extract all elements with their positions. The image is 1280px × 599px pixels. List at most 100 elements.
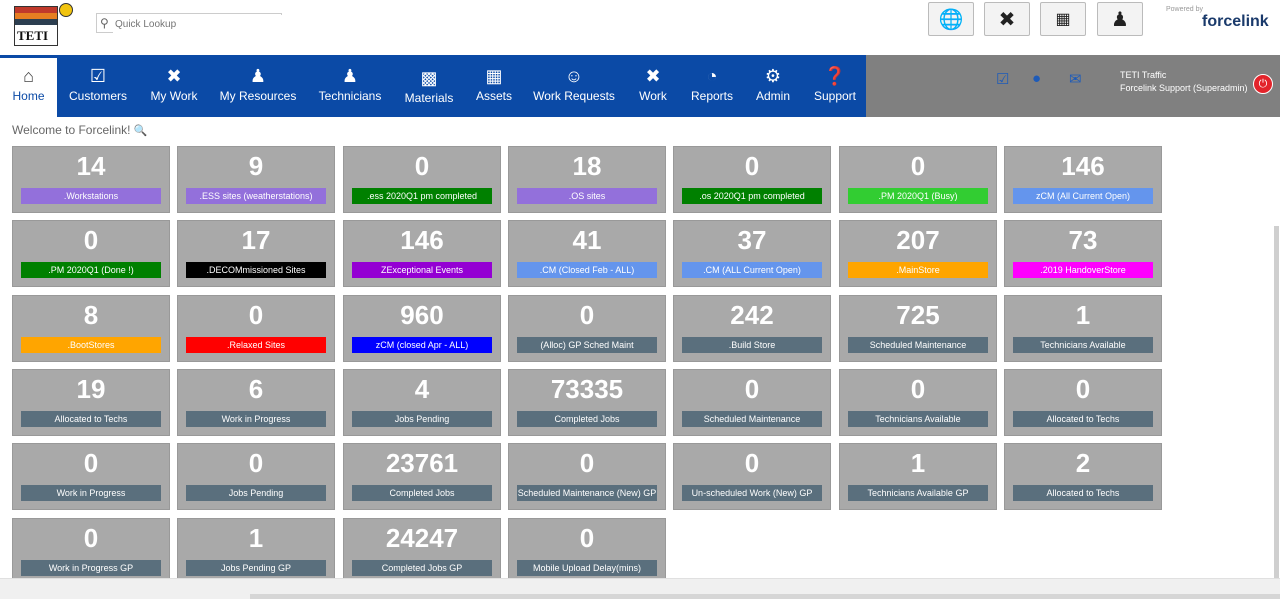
welcome-message: Welcome to Forcelink! (12, 123, 131, 137)
tile-label: Scheduled Maintenance (848, 337, 988, 353)
welcome-text: Welcome to Forcelink! 🔍 (12, 123, 148, 137)
nav-support[interactable]: ❓ Support (808, 55, 862, 117)
nav-materials[interactable]: ▩ Materials (398, 55, 460, 117)
worker-button[interactable]: ♟ (1097, 2, 1143, 36)
tile-value: 6 (248, 374, 264, 404)
dashboard-tile[interactable]: 1 Jobs Pending GP (177, 518, 335, 585)
dashboard-tile[interactable]: 18 .OS sites (508, 146, 666, 213)
dashboard-tile[interactable]: 1 Technicians Available GP (839, 443, 997, 510)
tools-icon: ✖ (166, 66, 182, 86)
dashboard-tile[interactable]: 24247 Completed Jobs GP (343, 518, 501, 585)
vertical-scrollbar[interactable] (1273, 146, 1280, 578)
dashboard-tile[interactable]: 0 .Relaxed Sites (177, 295, 335, 362)
dashboard-tile[interactable]: 207 .MainStore (839, 220, 997, 287)
dashboard-tile[interactable]: 0 Work in Progress (12, 443, 170, 510)
tile-value: 37 (737, 225, 767, 255)
dashboard-tile[interactable]: 242 .Build Store (673, 295, 831, 362)
forcelink-logo: forcelink (1202, 13, 1269, 30)
dashboard-tile[interactable]: 0 Allocated to Techs (1004, 369, 1162, 436)
tile-value: 0 (83, 225, 99, 255)
chat-icon[interactable]: ● (1032, 70, 1042, 87)
dashboard-tile[interactable]: 0 .PM 2020Q1 (Busy) (839, 146, 997, 213)
tile-value: 725 (896, 300, 940, 330)
nav-home-label: Home (12, 89, 45, 103)
nav-work-label: Work (639, 89, 667, 103)
dashboard-tile[interactable]: 0 .ess 2020Q1 pm completed (343, 146, 501, 213)
dashboard-tile[interactable]: 0 Un-scheduled Work (New) GP (673, 443, 831, 510)
dashboard-tile[interactable]: 0 Work in Progress GP (12, 518, 170, 585)
dashboard-tile[interactable]: 0 .os 2020Q1 pm completed (673, 146, 831, 213)
question-icon: ❓ (823, 66, 847, 86)
dashboard-tile[interactable]: 41 .CM (Closed Feb - ALL) (508, 220, 666, 287)
tile-label: Completed Jobs (352, 485, 492, 501)
user-name: Forcelink Support (Superadmin) (1120, 83, 1248, 93)
nav-admin[interactable]: ⚙ Admin (750, 55, 796, 117)
dashboard-tile[interactable]: 19 Allocated to Techs (12, 369, 170, 436)
nav-home[interactable]: ⌂ Home (0, 55, 57, 117)
scrollbar-thumb[interactable] (1274, 226, 1279, 578)
nav-work[interactable]: ✖ Work (630, 55, 676, 117)
dashboard-tile[interactable]: 73335 Completed Jobs (508, 369, 666, 436)
dashboard-tile[interactable]: 0 Technicians Available (839, 369, 997, 436)
dashboard-tile[interactable]: 17 .DECOMmissioned Sites (177, 220, 335, 287)
dashboard-tile[interactable]: 9 .ESS sites (weatherstations) (177, 146, 335, 213)
tile-value: 14 (76, 151, 106, 181)
dashboard-tile[interactable]: 0 Scheduled Maintenance (673, 369, 831, 436)
nav-work-requests[interactable]: ☺ Work Requests (528, 55, 620, 117)
nav-work-requests-label: Work Requests (533, 89, 615, 103)
dashboard-tile[interactable]: 2 Allocated to Techs (1004, 443, 1162, 510)
top-bar: TETI ⚲ 🌐 ✖ ▦ ♟ Powered by forcelink (0, 0, 1280, 55)
nav-my-resources[interactable]: ♟ My Resources (215, 55, 301, 117)
tile-value: 8 (83, 300, 99, 330)
nav-technicians[interactable]: ♟ Technicians (312, 55, 388, 117)
quick-lookup-input[interactable] (113, 15, 282, 33)
tile-value: 0 (744, 448, 760, 478)
tools-button[interactable]: ✖ (984, 2, 1030, 36)
logout-power-icon[interactable]: ⏻ (1253, 74, 1273, 94)
tile-label: .CM (ALL Current Open) (682, 262, 822, 278)
dashboard-tile[interactable]: 0 .PM 2020Q1 (Done !) (12, 220, 170, 287)
gear-icon: ⚙ (764, 66, 782, 86)
mail-icon[interactable]: ✉ (1069, 71, 1082, 88)
dashboard-tile[interactable]: 0 (Alloc) GP Sched Maint (508, 295, 666, 362)
tile-value: 0 (910, 374, 926, 404)
user-org: TETI Traffic (1120, 70, 1167, 80)
tile-label: .ess 2020Q1 pm completed (352, 188, 492, 204)
dashboard-tile[interactable]: 146 ZExceptional Events (343, 220, 501, 287)
dashboard-tile[interactable]: 14 .Workstations (12, 146, 170, 213)
dashboard-tile[interactable]: 0 Mobile Upload Delay(mins) (508, 518, 666, 585)
dashboard-tile[interactable]: 6 Work in Progress (177, 369, 335, 436)
nav-my-work[interactable]: ✖ My Work (145, 55, 203, 117)
nav-reports[interactable]: ◔ Reports (684, 55, 740, 117)
dashboard-tile[interactable]: 960 zCM (closed Apr - ALL) (343, 295, 501, 362)
horizontal-scrollbar-thumb[interactable] (250, 594, 1280, 599)
horizontal-scrollbar[interactable] (0, 578, 1280, 599)
tile-value: 0 (83, 448, 99, 478)
dashboard-tile[interactable]: 73 .2019 HandoverStore (1004, 220, 1162, 287)
teti-logo[interactable]: TETI (14, 3, 73, 46)
dashboard-tile[interactable]: 725 Scheduled Maintenance (839, 295, 997, 362)
nav-reports-label: Reports (690, 89, 734, 103)
tasks-icon[interactable]: ☑ (996, 71, 1010, 88)
tile-label: .2019 HandoverStore (1013, 262, 1153, 278)
search-icon[interactable]: 🔍 (133, 125, 148, 137)
dashboard-tile[interactable]: 1 Technicians Available (1004, 295, 1162, 362)
dashboard-tile[interactable]: 146 zCM (All Current Open) (1004, 146, 1162, 213)
dashboard-tile[interactable]: 8 .BootStores (12, 295, 170, 362)
nav-customers[interactable]: ☑ Customers (62, 55, 134, 117)
tile-value: 23761 (385, 448, 459, 478)
dashboard-tile[interactable]: 0 Scheduled Maintenance (New) GP (508, 443, 666, 510)
hierarchy-button[interactable]: ▦ (1040, 2, 1086, 36)
nav-support-label: Support (813, 89, 857, 103)
dashboard-tile[interactable]: 0 Jobs Pending (177, 443, 335, 510)
dashboard-tile[interactable]: 23761 Completed Jobs (343, 443, 501, 510)
tile-label: zCM (All Current Open) (1013, 188, 1153, 204)
tile-label: Allocated to Techs (1013, 485, 1153, 501)
dashboard-tile[interactable]: 37 .CM (ALL Current Open) (673, 220, 831, 287)
tile-value: 18 (572, 151, 602, 181)
nav-assets[interactable]: ▦ Assets (468, 55, 520, 117)
lock-icon: ☑ (89, 66, 107, 86)
dashboard-tile[interactable]: 4 Jobs Pending (343, 369, 501, 436)
globe-button[interactable]: 🌐 (928, 2, 974, 36)
tile-label: Completed Jobs (517, 411, 657, 427)
